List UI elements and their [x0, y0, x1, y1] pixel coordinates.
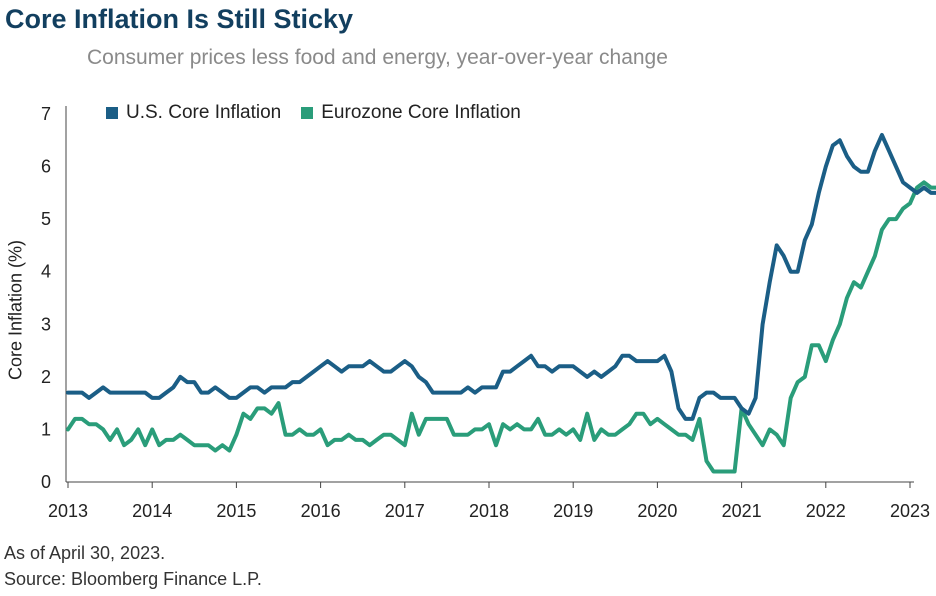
x-tick-label: 2020 [637, 501, 677, 521]
y-ticks: 0 1 2 3 4 5 6 7 [41, 104, 51, 492]
legend-item-us: U.S. Core Inflation [106, 102, 281, 124]
x-tick-label: 2014 [132, 501, 172, 521]
legend-item-eurozone: Eurozone Core Inflation [301, 102, 521, 124]
y-tick-label: 0 [41, 472, 51, 492]
y-tick-label: 5 [41, 209, 51, 229]
y-tick-label: 2 [41, 367, 51, 387]
x-tick-label: 2023 [890, 501, 930, 521]
x-tick-label: 2017 [385, 501, 425, 521]
chart-subtitle: Consumer prices less food and energy, ye… [87, 46, 668, 69]
x-tick-label: 2015 [216, 501, 256, 521]
legend: U.S. Core Inflation Eurozone Core Inflat… [106, 102, 541, 124]
legend-label-eurozone: Eurozone Core Inflation [321, 102, 521, 123]
series-lines [66, 133, 936, 474]
x-tick-label: 2016 [301, 501, 341, 521]
y-tick-label: 4 [41, 262, 51, 282]
source-note: Source: Bloomberg Finance L.P. [4, 569, 262, 589]
legend-swatch-us [106, 107, 118, 119]
axes [65, 106, 914, 483]
y-tick-label: 3 [41, 314, 51, 334]
legend-label-us: U.S. Core Inflation [126, 102, 282, 123]
x-tick-label: 2019 [553, 501, 593, 521]
as-of-note: As of April 30, 2023. [4, 543, 166, 563]
x-tick-label: 2022 [806, 501, 846, 521]
line-us-core-inflation [66, 133, 936, 421]
legend-swatch-eurozone [301, 107, 314, 119]
x-tick-label: 2021 [722, 501, 762, 521]
x-tick-label: 2013 [48, 501, 88, 521]
x-ticks: 2013 2014 2015 2016 2017 2018 2019 2020 2021 2022… [48, 482, 930, 521]
line-eurozone-core-inflation [66, 180, 936, 474]
chart-title: Core Inflation Is Still Sticky [5, 4, 354, 34]
y-tick-label: 1 [41, 419, 51, 439]
y-tick-label: 6 [41, 157, 51, 177]
y-tick-label: 7 [41, 104, 51, 124]
x-tick-label: 2018 [469, 501, 509, 521]
